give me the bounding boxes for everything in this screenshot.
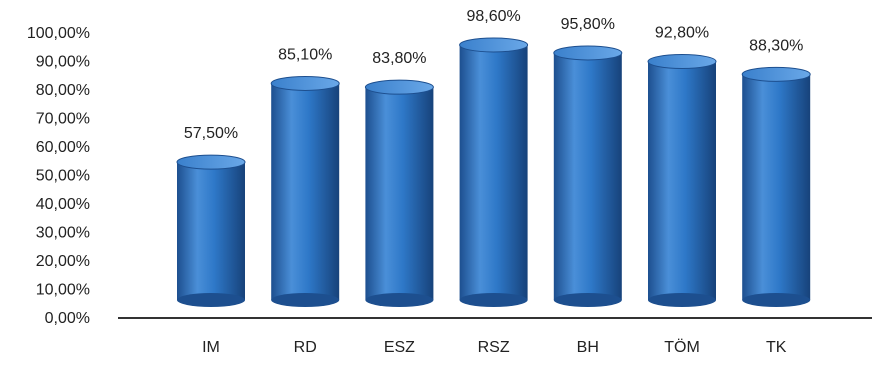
bar-cap: [647, 54, 717, 70]
y-tick-label: 80,00%: [36, 82, 90, 99]
y-tick-label: 40,00%: [36, 196, 90, 213]
bar-rsz: [459, 37, 529, 307]
y-tick-label: 50,00%: [36, 168, 90, 185]
bar-töm: [647, 54, 717, 307]
data-label: 57,50%: [184, 125, 238, 142]
x-axis-tick-labels: IM RD ESZ RSZ BH TÖM TK: [202, 338, 787, 356]
data-label: 92,80%: [655, 25, 709, 42]
x-tick-label: IM: [202, 339, 220, 356]
y-tick-label: 90,00%: [36, 54, 90, 71]
bar-tk: [741, 66, 811, 307]
bar-cap: [270, 75, 340, 91]
bar-base: [742, 293, 811, 307]
y-tick-label: 0,00%: [45, 310, 90, 327]
x-tick-label: ESZ: [384, 339, 415, 356]
y-tick-label: 20,00%: [36, 253, 90, 270]
y-tick-label: 10,00%: [36, 282, 90, 299]
bar-base: [177, 293, 245, 307]
x-tick-label: RSZ: [478, 339, 510, 356]
data-label: 83,80%: [372, 50, 426, 67]
x-tick-label: BH: [577, 339, 599, 356]
bar-cap: [364, 79, 434, 95]
x-tick-label: TÖM: [664, 338, 700, 356]
bar-body: [648, 61, 716, 300]
y-tick-label: 100,00%: [27, 25, 90, 42]
data-labels: 57,50% 85,10% 83,80% 98,60% 95,80% 92,80% 88,3…: [184, 8, 803, 142]
bar-esz: [364, 79, 434, 307]
data-label: 88,30%: [749, 37, 803, 54]
bar-cap: [741, 66, 811, 82]
bar-base: [648, 293, 716, 307]
y-axis-tick-labels: 0,00% 10,00% 20,00% 30,00% 40,00% 50,00% 60,00…: [27, 25, 90, 327]
bar-rd: [270, 75, 340, 307]
bar-base: [459, 293, 528, 307]
bar-im: [176, 154, 246, 307]
bar-base: [553, 293, 622, 307]
x-tick-label: RD: [294, 339, 317, 356]
bar-body: [742, 74, 811, 300]
bar-body: [553, 52, 622, 300]
data-label: 95,80%: [561, 16, 615, 33]
bar-body: [271, 83, 340, 300]
y-tick-label: 60,00%: [36, 139, 90, 156]
data-label: 85,10%: [278, 46, 332, 63]
y-tick-label: 30,00%: [36, 225, 90, 242]
bar-cap: [176, 154, 246, 170]
bar-base: [365, 293, 434, 307]
x-tick-label: TK: [766, 339, 787, 356]
bar-cap: [459, 37, 529, 53]
y-tick-label: 70,00%: [36, 111, 90, 128]
bar-series: [176, 37, 811, 307]
bar-base: [271, 293, 340, 307]
bar-bh: [553, 45, 623, 307]
data-label: 98,60%: [466, 8, 520, 25]
bar-body: [459, 44, 528, 300]
bar-cap: [553, 45, 623, 61]
bar-body: [365, 87, 434, 300]
bar-body: [177, 162, 245, 300]
